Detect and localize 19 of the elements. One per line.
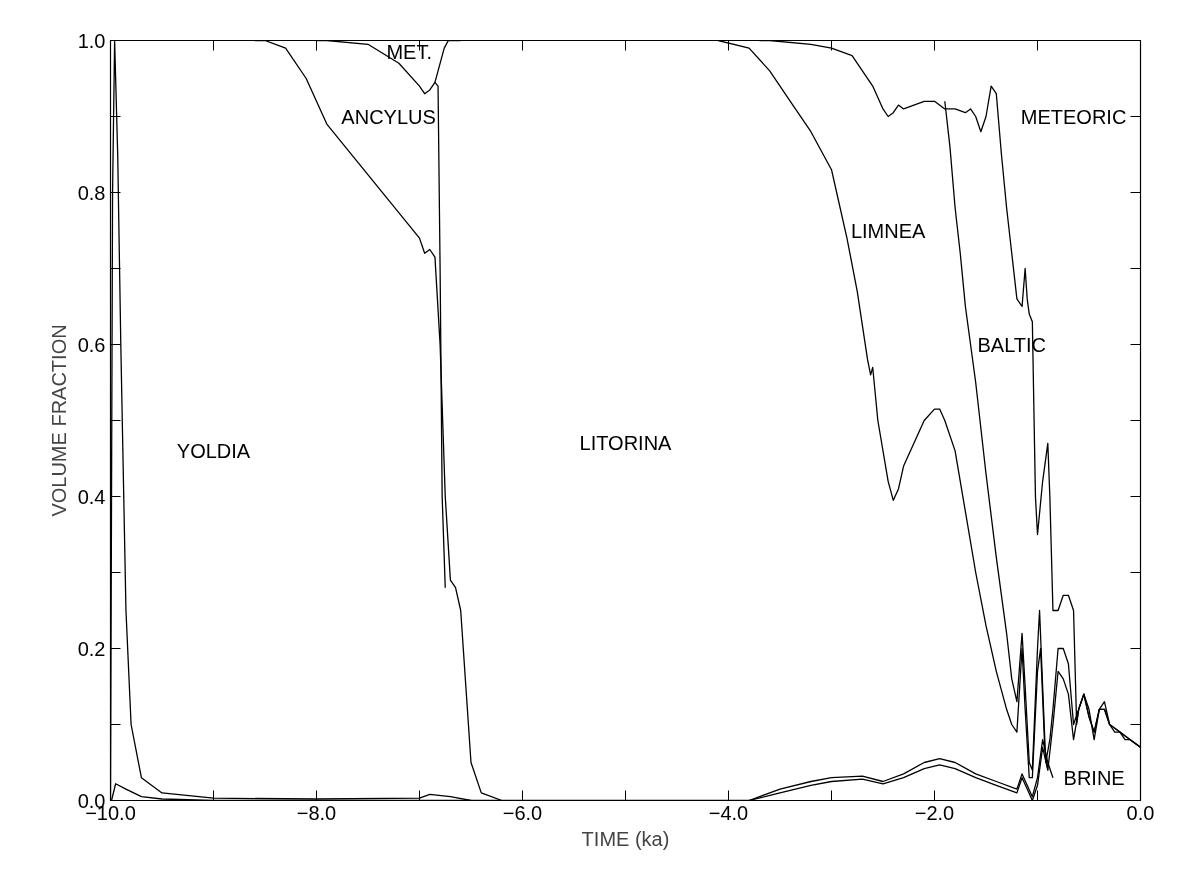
- annotation: LITORINA: [579, 432, 673, 455]
- annotation: ANCYLUS: [341, 105, 436, 128]
- y-tick-label: 1.0: [77, 29, 106, 52]
- annotation: METEORIC: [1020, 105, 1127, 128]
- y-tick-label: 0.2: [77, 637, 106, 660]
- y-tick-label: 0.8: [77, 181, 106, 204]
- annotation: MET.: [386, 40, 432, 63]
- annotation: YOLDIA: [176, 439, 251, 462]
- x-tick-label: −8.0: [296, 801, 337, 824]
- annotation: BRINE: [1063, 766, 1125, 789]
- x-tick-label: 0.0: [1126, 801, 1155, 824]
- x-tick-label: −6.0: [502, 801, 543, 824]
- y-tick-label: 0.6: [77, 333, 106, 356]
- y-tick-label: 0.4: [77, 485, 106, 508]
- x-axis-title: TIME (ka): [581, 827, 670, 850]
- x-tick-label: −2.0: [914, 801, 955, 824]
- y-axis-title: VOLUME FRACTION: [47, 324, 70, 517]
- annotation: LIMNEA: [850, 219, 927, 242]
- x-tick-label: −4.0: [708, 801, 749, 824]
